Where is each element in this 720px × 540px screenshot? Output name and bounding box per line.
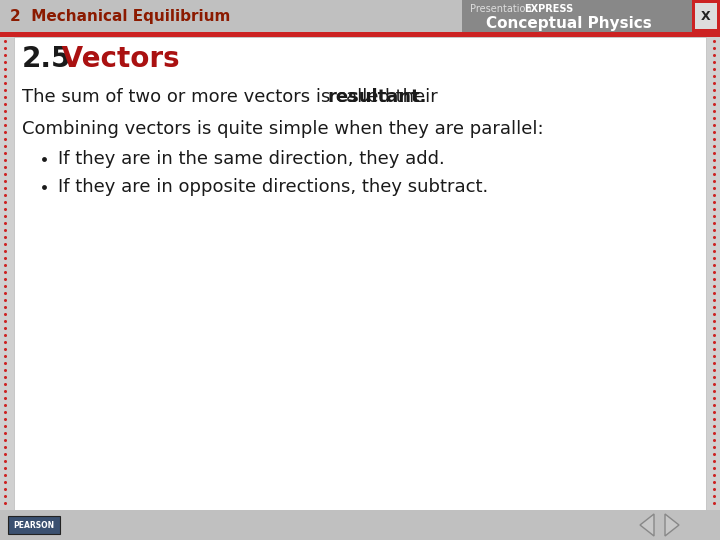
FancyBboxPatch shape bbox=[462, 0, 692, 32]
Text: Presentation: Presentation bbox=[470, 4, 531, 14]
FancyBboxPatch shape bbox=[692, 0, 720, 32]
Text: resultant.: resultant. bbox=[328, 88, 427, 106]
Text: 2.5: 2.5 bbox=[22, 45, 71, 73]
FancyBboxPatch shape bbox=[0, 0, 720, 32]
Polygon shape bbox=[640, 514, 654, 536]
FancyBboxPatch shape bbox=[695, 3, 717, 29]
Text: X: X bbox=[701, 10, 711, 23]
FancyBboxPatch shape bbox=[14, 37, 706, 510]
Text: If they are in opposite directions, they subtract.: If they are in opposite directions, they… bbox=[58, 178, 488, 196]
Polygon shape bbox=[665, 514, 679, 536]
FancyBboxPatch shape bbox=[0, 32, 720, 37]
FancyBboxPatch shape bbox=[8, 516, 60, 534]
Text: If they are in the same direction, they add.: If they are in the same direction, they … bbox=[58, 150, 445, 168]
Text: Combining vectors is quite simple when they are parallel:: Combining vectors is quite simple when t… bbox=[22, 120, 544, 138]
FancyBboxPatch shape bbox=[0, 510, 720, 540]
Text: 2  Mechanical Equilibrium: 2 Mechanical Equilibrium bbox=[10, 9, 230, 24]
Text: Conceptual Physics: Conceptual Physics bbox=[486, 16, 652, 31]
Text: The sum of two or more vectors is called their: The sum of two or more vectors is called… bbox=[22, 88, 444, 106]
Text: PEARSON: PEARSON bbox=[14, 521, 55, 530]
Text: Vectors: Vectors bbox=[52, 45, 179, 73]
Text: EXPRESS: EXPRESS bbox=[524, 4, 573, 14]
